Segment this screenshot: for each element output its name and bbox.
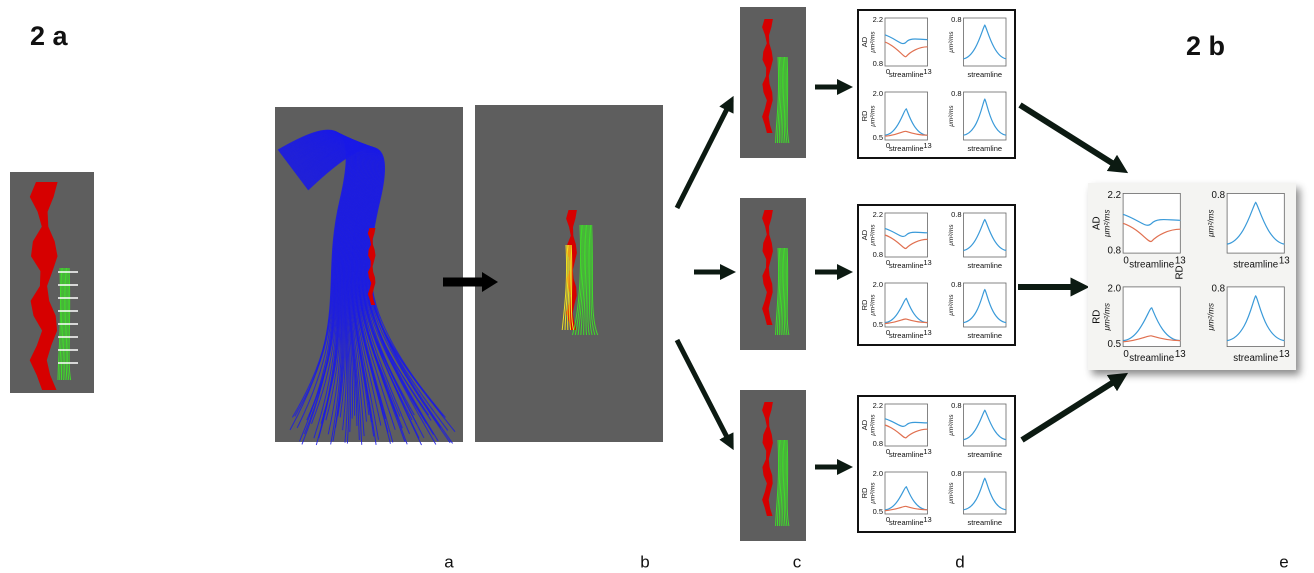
unit-label: μm²/ms xyxy=(948,31,955,54)
image-panel xyxy=(10,172,94,393)
arrow xyxy=(1022,378,1120,440)
y-tick-label: 2.2 xyxy=(873,15,883,24)
x-label: streamline xyxy=(967,518,1002,527)
panel-label: b xyxy=(640,552,649,571)
y-tick-label: 0.8 xyxy=(1108,246,1122,257)
y-label: AD xyxy=(860,229,869,240)
x-label: streamline xyxy=(1129,353,1174,364)
x-tick-label: 13 xyxy=(1279,255,1290,266)
y-label: AD xyxy=(860,36,869,47)
x-label: streamline xyxy=(967,450,1002,459)
unit-label: μm²/ms xyxy=(870,482,877,505)
x-tick-label: 13 xyxy=(923,258,931,267)
x-label: streamline xyxy=(967,261,1002,270)
x-tick-label: 13 xyxy=(1279,349,1290,360)
x-label: streamline xyxy=(967,144,1002,153)
unit-label: μm²/ms xyxy=(948,294,955,317)
image-panel xyxy=(740,198,806,350)
x-tick-label: 13 xyxy=(923,141,931,150)
unit-label: μm²/ms xyxy=(948,482,955,505)
x-label: streamline xyxy=(889,261,924,270)
note-label: RD xyxy=(1175,265,1186,279)
y-label: RD xyxy=(860,299,869,310)
unit-label: μm²/ms xyxy=(1207,303,1216,331)
unit-label: μm²/ms xyxy=(1103,303,1112,331)
y-tick-label: 0.8 xyxy=(873,59,883,68)
y-tick-label: 0.8 xyxy=(1212,190,1226,201)
y-tick-label: 0.8 xyxy=(951,469,961,478)
y-tick-label: 2.0 xyxy=(873,280,883,289)
y-tick-label: 2.0 xyxy=(873,89,883,98)
x-label: streamline xyxy=(1129,259,1174,270)
x-label: streamline xyxy=(889,70,924,79)
y-label: AD xyxy=(1092,216,1103,230)
y-label: RD xyxy=(860,110,869,121)
arrow xyxy=(1020,105,1120,168)
panel-label: a xyxy=(444,552,454,571)
x-label: streamline xyxy=(1233,353,1278,364)
image-panel xyxy=(740,7,806,158)
x-tick-label: 13 xyxy=(923,515,931,524)
y-tick-label: 0.8 xyxy=(873,250,883,259)
y-tick-label: 0.5 xyxy=(873,320,883,329)
y-tick-label: 0.8 xyxy=(1212,283,1226,294)
y-label: RD xyxy=(1092,310,1103,324)
unit-label: μm²/ms xyxy=(870,294,877,317)
arrow xyxy=(677,340,730,443)
unit-label: μm²/ms xyxy=(1207,210,1216,238)
y-tick-label: 0.8 xyxy=(951,401,961,410)
x-tick-label: 13 xyxy=(923,328,931,337)
y-label: RD xyxy=(860,487,869,498)
y-label: AD xyxy=(860,419,869,430)
x-label: streamline xyxy=(967,331,1002,340)
y-tick-label: 2.2 xyxy=(873,210,883,219)
panel-label: c xyxy=(793,552,802,571)
x-tick-label: 13 xyxy=(923,447,931,456)
y-tick-label: 0.8 xyxy=(951,89,961,98)
unit-label: μm²/ms xyxy=(870,31,877,54)
x-label: streamline xyxy=(889,144,924,153)
figure: 2 a2 babcdeADμm²/ms2.20.8013streamlineμm… xyxy=(0,0,1314,573)
arrow xyxy=(677,103,730,208)
y-tick-label: 0.5 xyxy=(873,507,883,516)
image-panel xyxy=(740,390,806,541)
y-tick-label: 2.2 xyxy=(873,401,883,410)
x-tick-label: 13 xyxy=(923,67,931,76)
x-label: streamline xyxy=(889,518,924,527)
unit-label: μm²/ms xyxy=(1103,210,1112,238)
y-tick-label: 2.0 xyxy=(873,469,883,478)
y-tick-label: 2.0 xyxy=(1108,283,1122,294)
x-label: streamline xyxy=(889,450,924,459)
figure-label: 2 b xyxy=(1186,31,1225,61)
y-tick-label: 0.8 xyxy=(951,280,961,289)
unit-label: μm²/ms xyxy=(870,105,877,128)
unit-label: μm²/ms xyxy=(948,414,955,437)
x-label: streamline xyxy=(1233,259,1278,270)
y-tick-label: 0.8 xyxy=(873,439,883,448)
unit-label: μm²/ms xyxy=(870,414,877,437)
x-tick-label: 13 xyxy=(1175,349,1186,360)
y-tick-label: 2.2 xyxy=(1108,190,1122,201)
unit-label: μm²/ms xyxy=(948,105,955,128)
unit-label: μm²/ms xyxy=(870,224,877,247)
y-tick-label: 0.8 xyxy=(951,15,961,24)
panel-label: d xyxy=(955,552,964,571)
x-tick-label: 13 xyxy=(1175,255,1186,266)
y-tick-label: 0.5 xyxy=(873,133,883,142)
figure-label: 2 a xyxy=(30,21,69,51)
unit-label: μm²/ms xyxy=(948,224,955,247)
y-tick-label: 0.5 xyxy=(1108,339,1122,350)
panel-label: e xyxy=(1279,552,1288,571)
y-tick-label: 0.8 xyxy=(951,210,961,219)
x-label: streamline xyxy=(967,70,1002,79)
x-label: streamline xyxy=(889,331,924,340)
